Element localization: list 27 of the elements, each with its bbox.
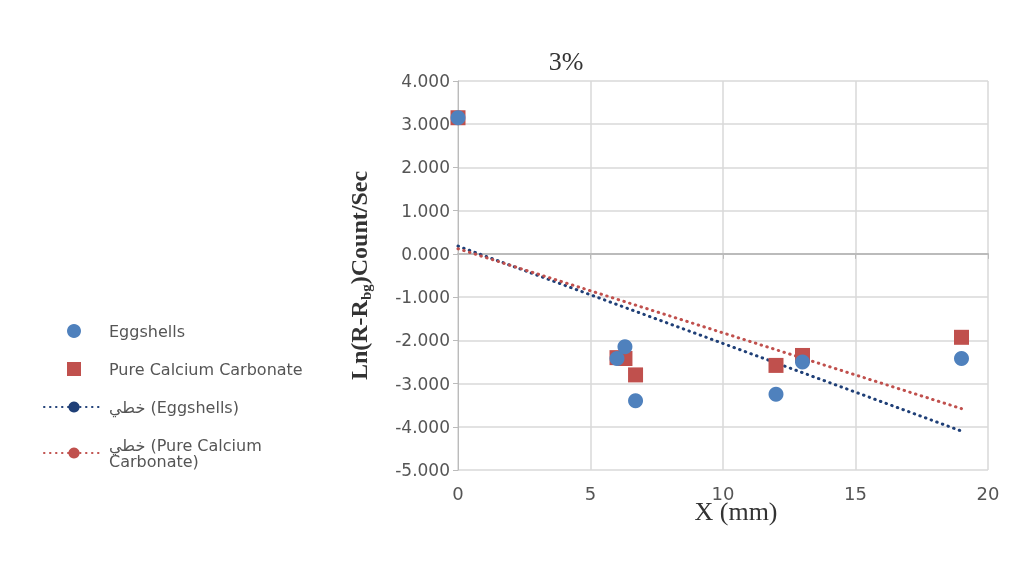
y-tick-label: 2.000 xyxy=(401,157,450,178)
point xyxy=(628,367,644,383)
y-tick-label: 1.000 xyxy=(401,200,450,221)
point xyxy=(628,393,644,409)
y-tick-label: -5.000 xyxy=(395,460,450,480)
point xyxy=(954,350,969,366)
legend-label: Eggshells xyxy=(109,321,185,341)
point xyxy=(768,386,784,402)
x-tick-label: 20 xyxy=(976,482,1000,504)
y-tick-label: -4.000 xyxy=(395,416,450,437)
y-tick-label: -2.000 xyxy=(395,330,450,351)
y-tick-label: 0.000 xyxy=(401,243,450,264)
point xyxy=(795,354,810,370)
x-tick-label: 0 xyxy=(452,482,464,504)
x-tick-label: 5 xyxy=(584,482,597,504)
y-tick-label: 3.000 xyxy=(401,114,450,135)
y-tick-label: -3.000 xyxy=(395,373,450,394)
legend-label: خطي (Eggshells) xyxy=(109,397,239,418)
y-axis-title: Ln(R-Rbg)Count/Sec xyxy=(345,170,374,381)
point xyxy=(768,357,784,373)
point xyxy=(617,339,633,355)
y-tick-label: 4.000 xyxy=(401,71,450,91)
y-tick-label: -1.000 xyxy=(395,287,450,308)
chart-title: 3% xyxy=(548,46,584,76)
point xyxy=(954,329,969,345)
x-tick-label: 15 xyxy=(844,482,867,504)
legend-label: Pure Calcium Carbonate xyxy=(109,359,303,379)
